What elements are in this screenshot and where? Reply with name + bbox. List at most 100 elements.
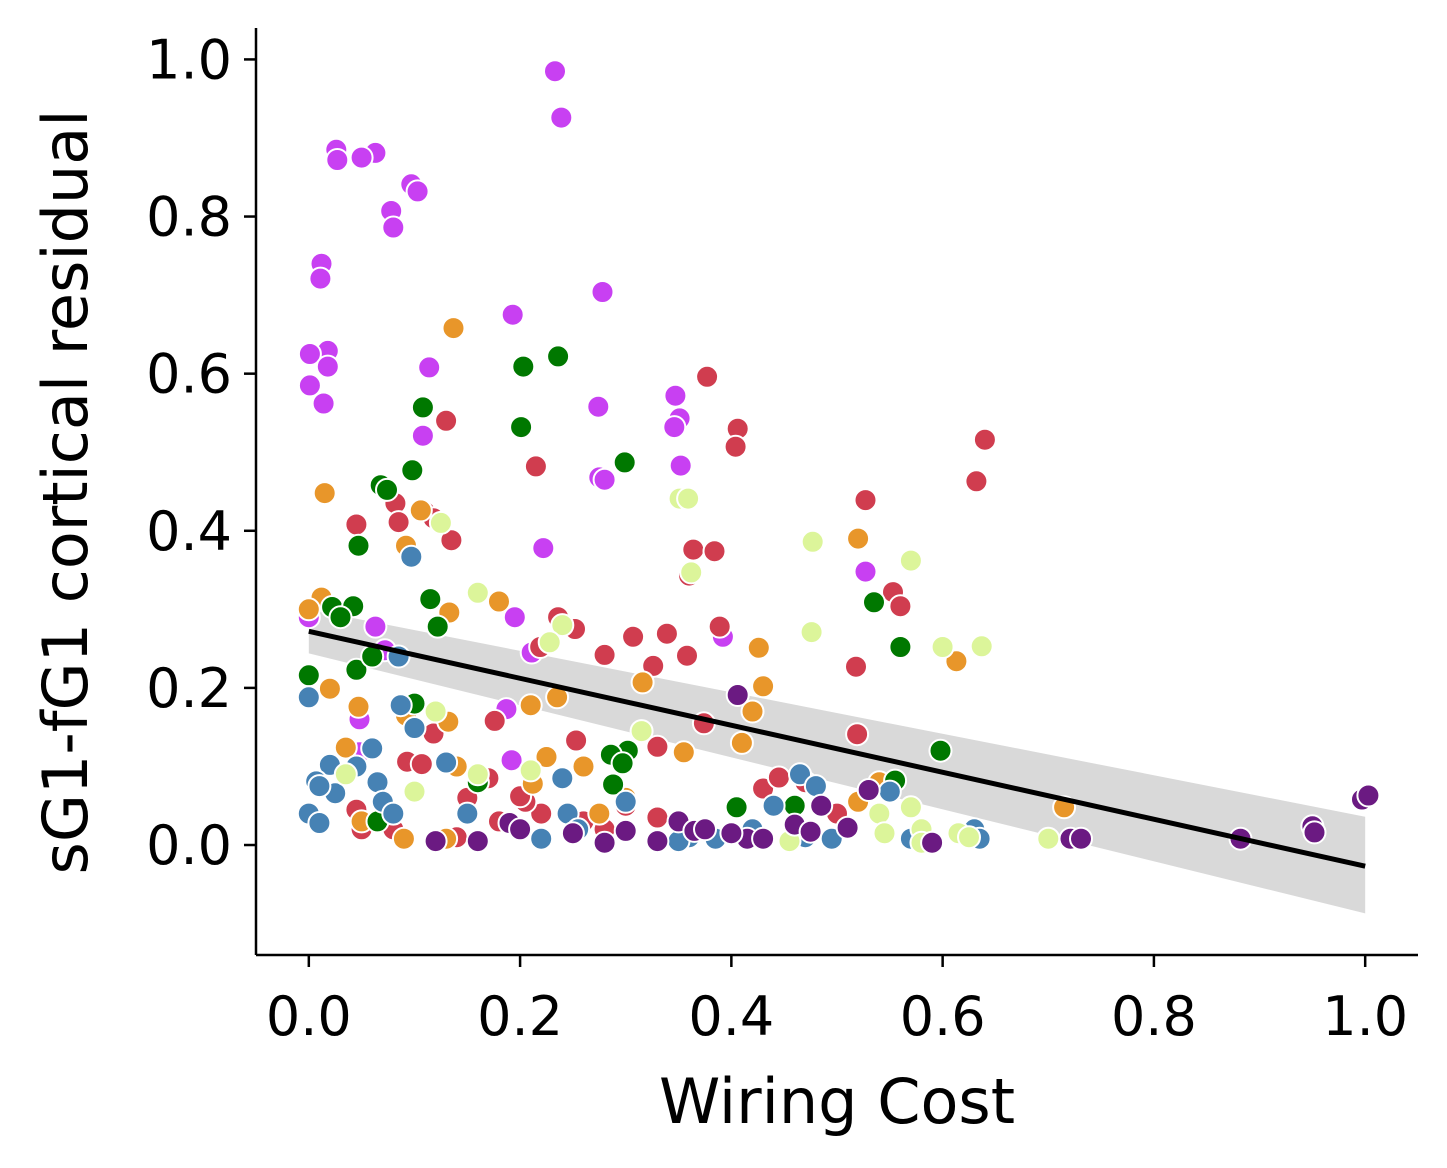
data-point (610, 751, 635, 776)
data-point (315, 354, 340, 379)
y-tick-label: 1.0 (146, 28, 232, 91)
data-point (662, 415, 687, 440)
data-point (920, 830, 945, 855)
data-point (381, 801, 406, 826)
data-point (434, 750, 459, 775)
confidence-band-layer (308, 609, 1366, 914)
data-point (724, 795, 749, 820)
x-tick-label: 0.8 (1111, 985, 1197, 1048)
y-tick-label: 0.6 (146, 343, 232, 406)
data-point (957, 825, 981, 850)
data-point (803, 774, 828, 799)
data-point (888, 635, 913, 659)
data-point (845, 722, 870, 747)
data-point (729, 730, 754, 755)
data-point (487, 589, 511, 614)
data-point (365, 770, 390, 795)
data-point (719, 821, 744, 846)
data-point (508, 817, 533, 842)
data-point (509, 415, 534, 440)
data-point (441, 316, 466, 341)
data-point (944, 649, 969, 674)
data-point (529, 801, 554, 826)
data-point (1302, 820, 1327, 845)
data-point (296, 663, 321, 688)
data-point (388, 693, 413, 718)
data-point (630, 670, 655, 695)
data-point (675, 643, 699, 668)
data-point (408, 498, 433, 523)
data-point (788, 762, 812, 787)
data-point (707, 614, 732, 639)
data-point (511, 354, 536, 379)
data-point (405, 179, 430, 204)
data-point (809, 793, 834, 818)
data-point (297, 342, 322, 366)
data-point (681, 537, 706, 562)
data-point (564, 728, 589, 753)
data-point (386, 510, 411, 535)
data-point (344, 657, 369, 682)
axes (254, 28, 1418, 957)
data-point (307, 811, 332, 835)
data-point (465, 762, 490, 787)
data-point (399, 544, 424, 569)
data-point (428, 510, 453, 535)
x-tick-label: 0.6 (900, 985, 986, 1048)
data-point (702, 539, 727, 564)
data-point (590, 280, 615, 304)
y-tick-label: 0.0 (146, 814, 232, 877)
data-point (872, 821, 897, 846)
data-point (835, 815, 860, 840)
data-point (877, 779, 902, 804)
data-point (725, 683, 750, 707)
data-point (613, 818, 638, 843)
data-point (417, 355, 442, 380)
data-point (311, 391, 336, 416)
data-point (571, 754, 596, 779)
data-point (613, 789, 638, 814)
data-point (434, 408, 459, 433)
data-point (543, 59, 567, 84)
data-point (586, 394, 611, 419)
y-tick-label: 0.2 (146, 657, 232, 720)
data-point (546, 344, 571, 369)
data-point (518, 693, 543, 718)
data-point (482, 708, 507, 733)
data-point (500, 302, 525, 327)
data-point (537, 630, 562, 655)
data-point (663, 383, 688, 408)
data-point (346, 694, 371, 719)
data-point (550, 613, 575, 638)
data-point (592, 830, 617, 855)
data-point (297, 373, 322, 398)
data-point (668, 453, 693, 478)
data-point (629, 719, 654, 744)
data-point (502, 605, 527, 630)
data-point (645, 734, 670, 759)
data-point (746, 635, 771, 660)
data-point (751, 826, 776, 851)
y-axis-title: sG1-fG1 cortical residual (29, 110, 102, 875)
data-point (418, 587, 443, 612)
data-point (499, 748, 524, 773)
data-point (333, 735, 358, 760)
data-point (529, 826, 554, 851)
data-point (751, 674, 776, 699)
y-tick-label: 0.8 (146, 186, 232, 249)
data-point (423, 829, 448, 854)
data-point (964, 469, 989, 494)
x-axis-title: Wiring Cost (659, 1065, 1015, 1138)
data-point (679, 560, 704, 585)
data-point (601, 772, 626, 797)
regression-line-layer (308, 628, 1366, 869)
data-point (592, 467, 617, 492)
x-tick-label: 0.2 (477, 985, 563, 1048)
data-point (465, 829, 490, 854)
x-tick-label: 1.0 (1322, 985, 1408, 1048)
data-point (425, 614, 450, 639)
data-point (328, 605, 353, 630)
data-point (317, 676, 342, 701)
data-point (1356, 783, 1381, 808)
